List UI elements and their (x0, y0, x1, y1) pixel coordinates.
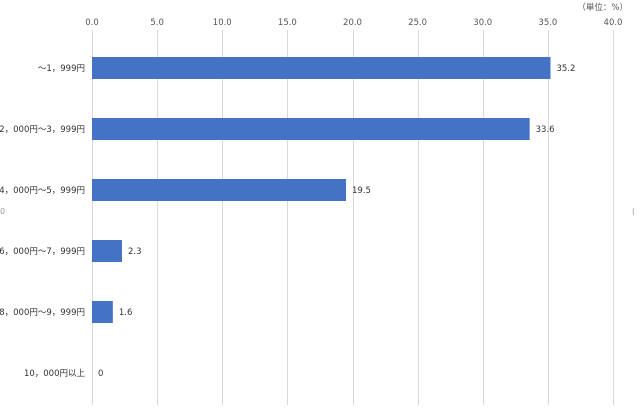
x-tick-label: 35.0 (538, 18, 557, 28)
x-tick-label: 15.0 (278, 18, 297, 28)
unit-label: （単位：%） (577, 2, 628, 13)
x-tick-label: 40.0 (604, 18, 623, 28)
x-tick-label: 10.0 (213, 18, 232, 28)
data-label: 35.2 (556, 64, 575, 74)
bar (92, 301, 113, 323)
x-axis-ticks: 0.0 5.0 10.0 15.0 20.0 25.0 30.0 35.0 40.0 (85, 18, 622, 28)
category-label: ～1，999円 (38, 64, 85, 74)
category-label: 2，000円～3，999円 (0, 125, 85, 135)
x-tick-label: 0.0 (85, 18, 99, 28)
right-edge-mark: ( (632, 207, 635, 216)
bars (92, 57, 551, 323)
gridlines (92, 30, 614, 405)
category-label: 8，000円～9，999円 (0, 308, 85, 318)
data-label: 19.5 (352, 186, 371, 196)
bar (92, 179, 346, 201)
data-label: 2.3 (128, 247, 142, 257)
bar (92, 118, 530, 140)
x-tick-label: 25.0 (408, 18, 427, 28)
left-edge-mark: 0 (0, 207, 5, 216)
x-tick-label: 30.0 (473, 18, 492, 28)
x-tick-label: 5.0 (150, 18, 164, 28)
data-label: 0 (98, 369, 103, 379)
data-label: 1.6 (119, 308, 133, 318)
bar (92, 57, 551, 79)
bar (92, 240, 122, 262)
data-labels: 35.2 33.6 19.5 2.3 1.6 0 (98, 64, 575, 379)
data-label: 33.6 (536, 125, 555, 135)
category-labels: ～1，999円 2，000円～3，999円 4，000円～5，999円 6，000円～… (0, 64, 85, 379)
category-label: 4，000円～5，999円 (0, 186, 85, 196)
category-label: 6，000円～7，999円 (0, 247, 85, 257)
x-tick-label: 20.0 (343, 18, 362, 28)
category-label: 10，000円以上 (24, 369, 86, 379)
